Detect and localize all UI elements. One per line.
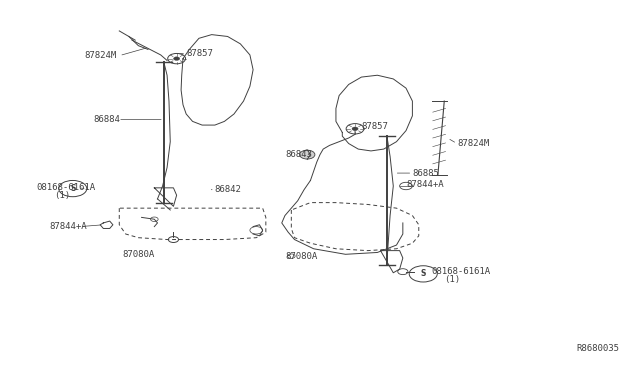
Text: S: S	[420, 269, 426, 278]
Text: 87824M: 87824M	[457, 139, 489, 148]
Circle shape	[173, 57, 180, 60]
Circle shape	[300, 150, 315, 159]
Text: (1): (1)	[444, 275, 460, 283]
Text: 86885: 86885	[412, 169, 439, 177]
Circle shape	[352, 127, 358, 131]
Text: 86842: 86842	[215, 185, 242, 194]
Text: 87824M: 87824M	[84, 51, 116, 60]
Text: 08168-6161A: 08168-6161A	[431, 267, 491, 276]
Text: 87844+A: 87844+A	[49, 222, 87, 231]
Text: 08168-6161A: 08168-6161A	[36, 183, 95, 192]
Text: 87080A: 87080A	[285, 252, 317, 262]
Text: (1): (1)	[54, 191, 70, 200]
Text: S: S	[70, 184, 76, 193]
Text: 87857: 87857	[362, 122, 388, 131]
Text: R8680035: R8680035	[577, 344, 620, 353]
Text: 87844+A: 87844+A	[406, 180, 444, 189]
Text: 87857: 87857	[186, 49, 213, 58]
Text: 86884: 86884	[94, 115, 121, 124]
Text: 87080A: 87080A	[122, 250, 154, 259]
Text: 86843: 86843	[285, 150, 312, 159]
